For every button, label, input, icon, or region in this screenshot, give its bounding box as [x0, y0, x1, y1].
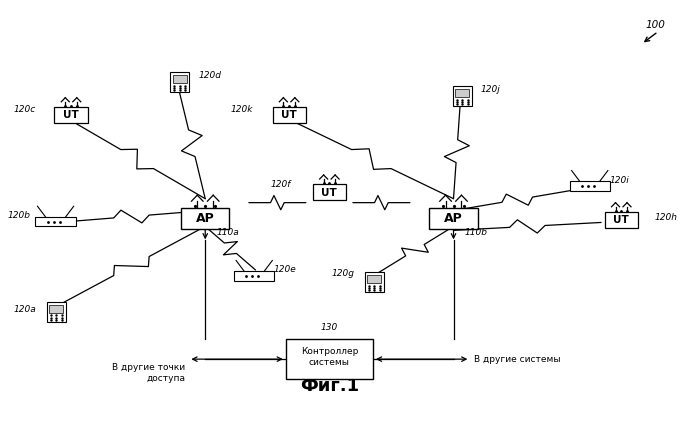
Bar: [312, 184, 346, 200]
Bar: [47, 302, 66, 322]
Text: 120j: 120j: [480, 85, 500, 94]
Bar: [367, 275, 382, 283]
Text: 110a: 110a: [217, 228, 239, 237]
Text: 120h: 120h: [655, 213, 678, 222]
Text: 110b: 110b: [465, 228, 488, 237]
Text: Фиг.1: Фиг.1: [300, 377, 359, 395]
Text: 120i: 120i: [610, 176, 630, 185]
Text: 130: 130: [321, 323, 338, 332]
Bar: [49, 305, 64, 313]
Text: AP: AP: [196, 213, 215, 225]
Bar: [234, 271, 274, 281]
Bar: [429, 208, 477, 229]
Bar: [455, 89, 469, 97]
Bar: [286, 340, 373, 379]
Text: 120e: 120e: [274, 265, 296, 274]
Text: 120c: 120c: [14, 105, 36, 114]
Bar: [171, 72, 189, 92]
Text: 100: 100: [645, 20, 665, 30]
Text: 120b: 120b: [8, 211, 31, 220]
Bar: [570, 181, 610, 191]
Bar: [55, 107, 87, 123]
Bar: [365, 272, 384, 292]
Text: UT: UT: [281, 110, 297, 121]
Bar: [181, 208, 229, 229]
Text: UT: UT: [63, 110, 79, 121]
Bar: [173, 75, 187, 83]
Text: В другие системы: В другие системы: [474, 354, 560, 364]
Text: Контроллер
системы: Контроллер системы: [301, 348, 358, 367]
Text: AP: AP: [444, 213, 463, 225]
Text: UT: UT: [322, 188, 337, 198]
Text: UT: UT: [614, 216, 629, 225]
Bar: [453, 86, 472, 106]
Text: 120g: 120g: [332, 270, 355, 279]
Text: 120a: 120a: [13, 305, 36, 314]
Bar: [605, 212, 638, 228]
Text: В другие точки
доступа: В другие точки доступа: [112, 363, 185, 383]
Bar: [36, 217, 75, 227]
Text: 120f: 120f: [270, 180, 291, 189]
Text: 120k: 120k: [231, 105, 254, 114]
Text: 120d: 120d: [199, 72, 222, 81]
Bar: [273, 107, 305, 123]
